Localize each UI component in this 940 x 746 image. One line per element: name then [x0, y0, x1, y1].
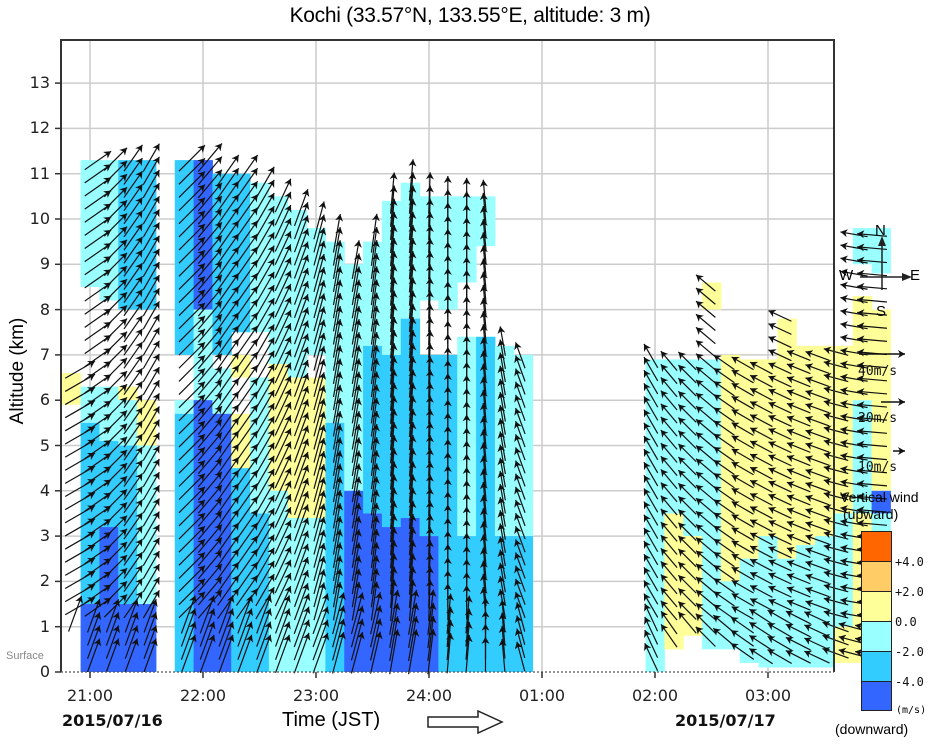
y-tick-label: 8	[39, 299, 50, 319]
surface-label: Surface	[6, 650, 44, 662]
speed-legend-10: 10m/s	[858, 460, 898, 475]
y-tick-label: 10	[29, 209, 50, 228]
y-tick-label: 12	[29, 118, 50, 138]
start-date: 2015/07/16	[62, 711, 163, 730]
x-tick-label: 03:00	[744, 686, 792, 705]
compass-north: N	[875, 222, 886, 239]
compass-south: S	[876, 303, 887, 320]
colorbar-unit: (m/s)	[896, 705, 927, 716]
wind-vectors	[64, 143, 888, 675]
speed-legend-arrows	[859, 350, 905, 455]
end-date: 2015/07/17	[675, 711, 776, 730]
x-axis-label: Time (JST)	[282, 709, 381, 731]
colorbar-tick-label: +2.0	[895, 585, 924, 599]
chart-title: Kochi (33.57°N, 133.55°E, altitude: 3 m)	[289, 4, 651, 27]
x-tick-label: 01:00	[518, 686, 566, 705]
y-tick-label: 2	[39, 571, 50, 591]
speed-legend-40: 40m/s	[858, 364, 898, 379]
y-tick-label: 5	[39, 435, 50, 455]
colorbar-tick-label: -2.0	[895, 645, 924, 659]
y-tick-label: 9	[39, 254, 50, 274]
colorbar-tick-label: +4.0	[895, 555, 924, 569]
colorbar-swatch	[861, 621, 892, 651]
colorbar-swatch	[861, 651, 892, 681]
compass-icon	[860, 236, 912, 290]
colorbar-tick-label: -4.0	[895, 675, 924, 689]
x-tick-label: 02:00	[631, 686, 679, 705]
y-tick-label: 11	[29, 163, 50, 183]
compass-east: E	[910, 267, 921, 284]
x-tick-label: 24:00	[405, 686, 453, 705]
colorbar-swatch	[861, 531, 892, 561]
colorbar-swatch	[861, 681, 892, 711]
y-tick-label: 4	[39, 480, 50, 500]
colorbar-swatch	[861, 561, 892, 591]
plot-frame	[55, 39, 835, 678]
x-tick-label: 22:00	[179, 686, 227, 705]
y-tick-label: 6	[39, 390, 50, 410]
x-tick-label: 21:00	[66, 686, 114, 705]
y-axis-label: Altitude (km)	[7, 317, 28, 425]
vertical-wind-colorbar	[861, 531, 892, 711]
compass-legend: N W E S	[836, 222, 940, 322]
colorbar-downward-label: (downward)	[835, 721, 909, 737]
y-tick-label: 0	[39, 662, 50, 681]
compass-west: W	[839, 267, 854, 284]
vertical-wind-legend-title: Vertical wind (upward)	[840, 489, 919, 522]
y-tick-label: 7	[39, 344, 50, 364]
x-tick-label: 23:00	[292, 686, 340, 705]
colorbar-tick-label: 0.0	[895, 615, 917, 629]
vertical-wind-cells	[61, 160, 891, 672]
y-tick-label: 13	[29, 73, 50, 93]
colorbar-swatch	[861, 591, 892, 621]
y-tick-label: 1	[39, 616, 50, 636]
y-tick-label: 3	[39, 526, 50, 546]
time-direction-arrow-icon	[427, 710, 504, 734]
speed-legend-20: 20m/s	[858, 411, 898, 426]
